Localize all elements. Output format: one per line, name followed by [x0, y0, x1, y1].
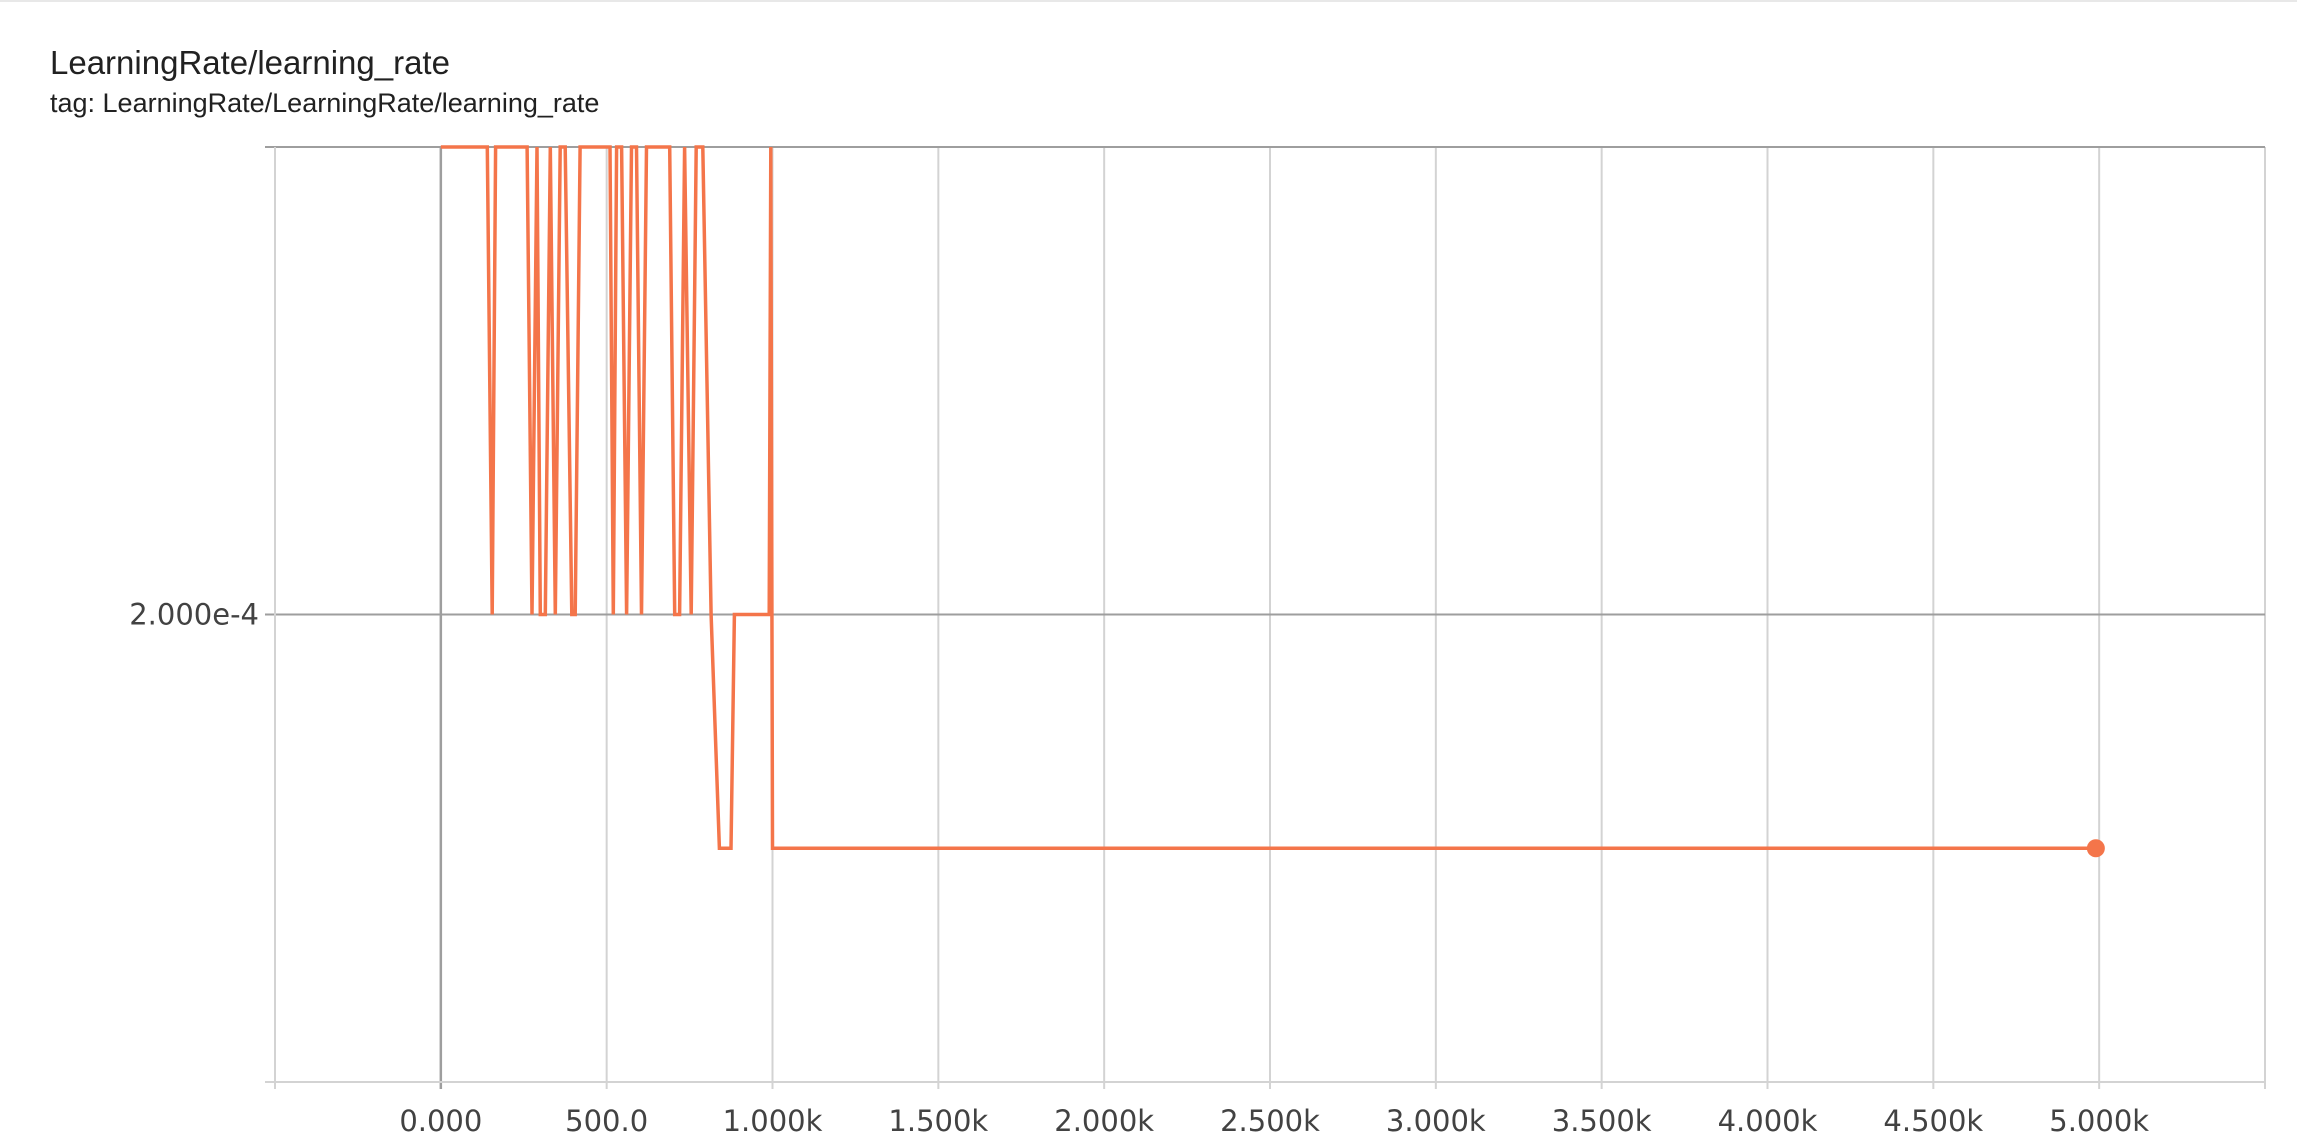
- chart-tag-subtitle: tag: LearningRate/LearningRate/learning_…: [50, 88, 600, 118]
- x-tick-label: 4.000k: [1718, 1104, 1818, 1138]
- chart-grid: [265, 146, 2266, 1089]
- x-tick-label: 3.500k: [1552, 1104, 1652, 1138]
- card-top-border: [0, 0, 2297, 2]
- x-tick-label: 2.000k: [1054, 1104, 1154, 1138]
- x-tick-label: 1.000k: [723, 1104, 823, 1138]
- tick-labels: 0.000 500.0 1.000k 1.500k 2.000k 2.500k 3.000k…: [129, 598, 2149, 1139]
- x-tick-label: 2.500k: [1220, 1104, 1320, 1138]
- y-tick-label: 2.000e-4: [129, 598, 259, 632]
- last-point-marker[interactable]: [2086, 839, 2105, 858]
- series-layer: [440, 145, 2105, 858]
- x-tick-label: 0.000: [399, 1104, 482, 1138]
- x-tick-label: 4.500k: [1883, 1104, 1983, 1138]
- x-tick-label: 3.000k: [1386, 1104, 1486, 1138]
- x-tick-label: 5.000k: [2049, 1104, 2149, 1138]
- series-line[interactable]: [440, 145, 2096, 851]
- chart-title: LearningRate/learning_rate: [50, 44, 450, 81]
- x-tick-label: 1.500k: [888, 1104, 988, 1138]
- x-tick-label: 500.0: [565, 1104, 648, 1138]
